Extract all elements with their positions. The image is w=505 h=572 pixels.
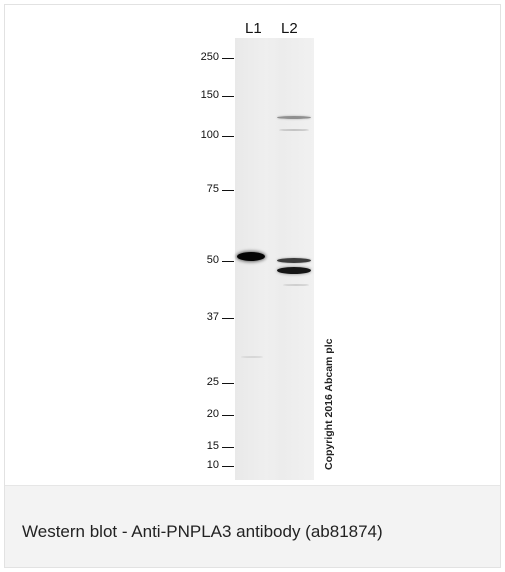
band-l2-high — [277, 116, 311, 119]
lane-label-l1: L1 — [245, 20, 262, 37]
lane-label-l2: L2 — [281, 20, 298, 37]
image-caption: Western blot - Anti-PNPLA3 antibody (ab8… — [22, 522, 383, 541]
band-l2-upper-doublet — [277, 258, 311, 263]
western-blot-figure: L1 L2 250 150 100 75 50 37 25 — [5, 5, 500, 485]
band-l1-main — [237, 252, 265, 261]
copyright-notice: Copyright 2016 Abcam plc — [323, 338, 335, 470]
band-l2-faint — [279, 129, 309, 131]
band-l2-faint-low — [283, 284, 309, 286]
caption-bar: Western blot - Anti-PNPLA3 antibody (ab8… — [5, 485, 500, 567]
blot-membrane — [235, 38, 314, 480]
image-card: L1 L2 250 150 100 75 50 37 25 — [4, 4, 501, 568]
band-l2-lower-doublet — [277, 267, 311, 274]
band-l1-faint — [241, 356, 263, 358]
